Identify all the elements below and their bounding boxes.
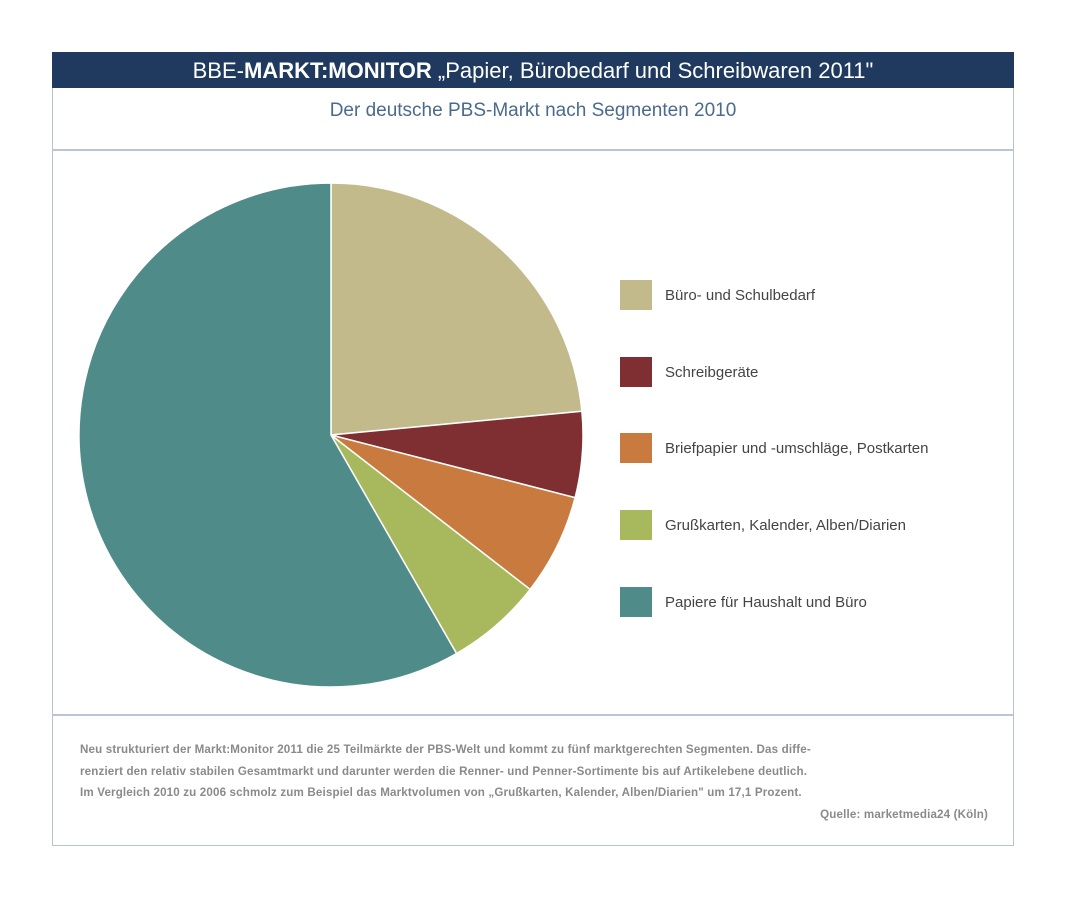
- legend-label: Büro- und Schulbedarf: [665, 286, 816, 304]
- divider: [52, 714, 1014, 716]
- legend-label: Schreibgeräte: [665, 363, 759, 381]
- pie-slice-0: [330, 182, 583, 436]
- footer-line: renziert den relativ stabilen Gesamtmark…: [80, 764, 808, 778]
- legend-item: Briefpapier und -umschläge, Postkarten: [620, 433, 928, 463]
- header-title: „Papier, Bürobedarf und Schreibwaren 201…: [431, 58, 874, 83]
- legend-swatch: [620, 280, 652, 310]
- footer-text: Neu strukturiert der Markt:Monitor 2011 …: [80, 739, 988, 825]
- chart-title: Der deutsche PBS-Markt nach Segmenten 20…: [329, 100, 737, 121]
- legend-swatch: [620, 510, 652, 540]
- legend-swatch: [620, 357, 652, 387]
- pie-slice-4: [78, 182, 458, 688]
- legend-item: Grußkarten, Kalender, Alben/Diarien: [620, 510, 906, 540]
- legend-item: Büro- und Schulbedarf: [620, 280, 815, 310]
- footer-line: Im Vergleich 2010 zu 2006 schmolz zum Be…: [80, 786, 802, 799]
- brand-name: MARKT:MONITOR: [243, 58, 432, 83]
- footer-line: Neu strukturiert der Markt:Monitor 2011 …: [80, 743, 811, 756]
- brand-prefix: BBE-: [192, 58, 244, 83]
- legend-label: Briefpapier und -umschläge, Postkarten: [665, 439, 929, 457]
- legend-swatch: [620, 433, 652, 463]
- legend-label: Papiere für Haushalt und Büro: [665, 593, 867, 611]
- legend-label: Grußkarten, Kalender, Alben/Diarien: [665, 516, 906, 534]
- header-bar: BBE-MARKT:MONITOR „Papier, Bürobedarf un…: [52, 52, 1014, 88]
- legend-swatch: [620, 587, 652, 617]
- source-note: Quelle: marketmedia24 (Köln): [820, 807, 988, 821]
- legend-item: Schreibgeräte: [620, 357, 758, 387]
- legend-item: Papiere für Haushalt und Büro: [620, 587, 867, 617]
- divider: [52, 149, 1014, 151]
